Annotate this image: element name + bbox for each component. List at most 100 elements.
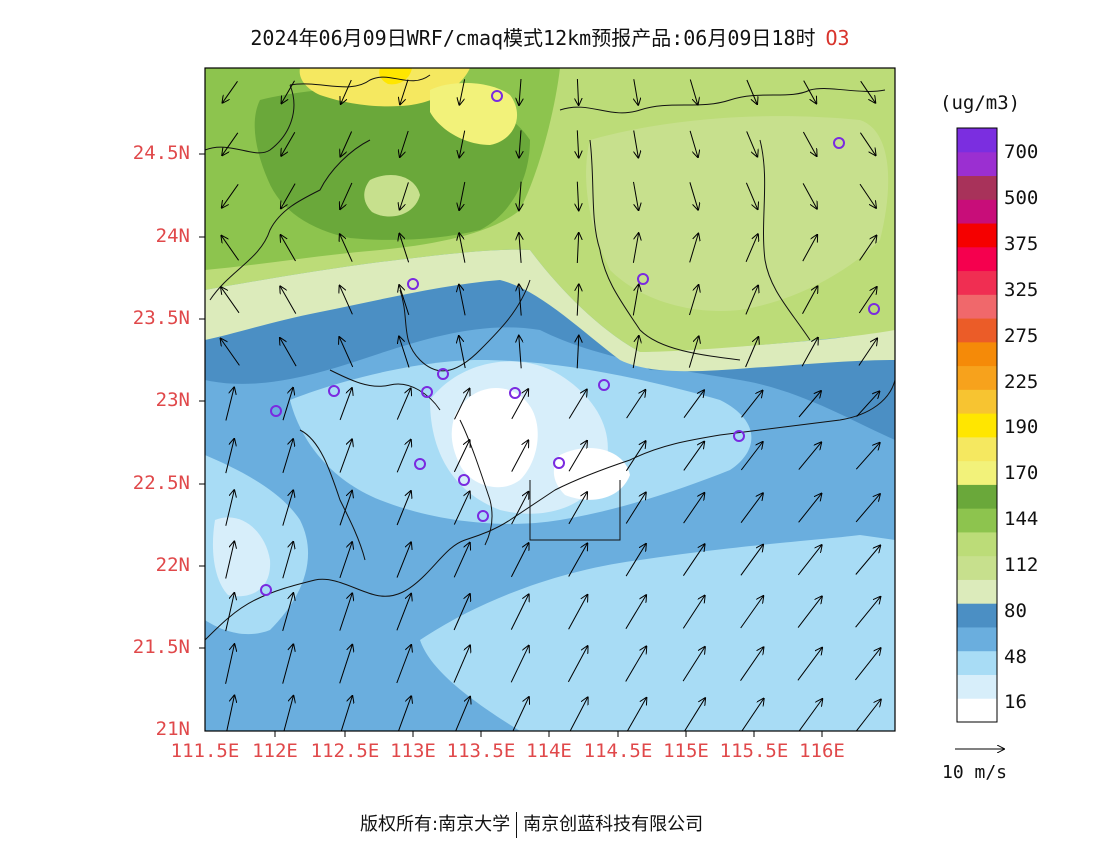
wind-arrow (399, 337, 410, 368)
colorbar-label: 80 (1004, 600, 1027, 622)
station-marker (407, 278, 419, 290)
wind-arrow (280, 286, 297, 314)
wind-arrow (625, 647, 647, 682)
wind-arrow (802, 235, 817, 262)
lon-label: 115E (663, 740, 709, 762)
wind-arrow (459, 285, 466, 316)
lat-label: 22N (155, 554, 190, 576)
wind-arrow (577, 130, 578, 157)
wind-arrow (339, 439, 352, 473)
wind-arrow (519, 181, 521, 211)
footer-owner: 版权所有:南京大学 (360, 814, 511, 835)
wind-arrow (221, 287, 240, 314)
wind-arrow (855, 443, 879, 470)
wind-arrow (455, 697, 470, 731)
wind-arrow (282, 542, 293, 579)
title-text: 2024年06月09日WRF/cmaq模式12km预报产品:06月09日18时 (250, 26, 816, 50)
wind-arrow (399, 234, 410, 263)
wind-arrow (512, 697, 529, 731)
wind-arrow (860, 80, 876, 103)
wind-arrow (797, 596, 822, 628)
wind-arrow (858, 287, 876, 314)
wind-arrow (568, 390, 587, 419)
wind-arrow (859, 183, 876, 208)
lat-label: 23.5N (132, 307, 190, 329)
wind-arrow (567, 646, 587, 683)
wind-arrow (798, 391, 821, 418)
wind-arrow (519, 78, 521, 105)
colorbar-label: 190 (1004, 416, 1039, 438)
wind-arrow (519, 233, 521, 263)
wind-arrow (569, 697, 587, 731)
wind-arrow (339, 388, 352, 421)
station-marker (437, 368, 449, 380)
wind-arrow (339, 337, 354, 368)
wind-arrow (625, 544, 646, 577)
wind-arrow (511, 440, 529, 472)
wind-arrow (683, 442, 704, 471)
station-marker (509, 387, 521, 399)
wind-arrow (282, 388, 293, 421)
wind-arrow (397, 696, 411, 731)
species-label: O3 (825, 26, 850, 50)
colorbar-swatch (957, 674, 997, 699)
wind-arrow (454, 389, 470, 420)
wind-arrow (855, 597, 881, 628)
wind-arrow (399, 285, 410, 316)
wind-arrow (803, 80, 817, 104)
lat-label: 22.5N (132, 472, 190, 494)
wind-arrow (225, 439, 234, 474)
wind-arrow (519, 336, 521, 369)
wind-arrow (745, 182, 757, 209)
wind-arrow (396, 542, 411, 578)
wind-arrow (859, 132, 875, 156)
wind-arrow (396, 594, 411, 631)
wind-arrow (225, 490, 234, 526)
wind-arrow (396, 440, 411, 473)
wind-arrow (340, 131, 353, 157)
wind-arrow (282, 80, 295, 104)
wind-arrow (568, 441, 587, 472)
colorbar-swatch (957, 650, 997, 675)
wind-arrow (689, 285, 699, 316)
wind-arrow (459, 233, 466, 263)
wind-arrow (746, 79, 757, 104)
wind-arrow (453, 645, 470, 683)
lon-label: 114E (526, 740, 572, 762)
wind-arrow (740, 596, 764, 629)
wind-arrow (568, 595, 588, 630)
colorbar-swatch (957, 199, 997, 224)
colorbar-swatch (957, 341, 997, 367)
wind-arrow (577, 336, 579, 369)
wind-arrow (682, 647, 705, 682)
wind-arrow (689, 182, 698, 209)
colorbar-swatch (957, 436, 997, 462)
wind-arrow (684, 698, 705, 731)
station-marker (733, 430, 745, 442)
lat-label: 24.5N (132, 142, 190, 164)
wind-arrow (221, 236, 240, 261)
colorbar-label: 170 (1004, 462, 1039, 484)
wind-arrow (222, 184, 239, 207)
wind-arrow (689, 234, 699, 263)
wind-arrow (798, 699, 823, 731)
lat-label: 23N (155, 389, 190, 411)
wind-arrow (225, 644, 235, 684)
wind-arrow (797, 545, 821, 576)
wind-arrow (400, 79, 409, 105)
station-marker (270, 405, 282, 417)
wind-arrow (510, 646, 529, 683)
station-marker (637, 273, 649, 285)
wind-arrow (453, 440, 469, 473)
wind-arrow (801, 338, 818, 367)
wind-arrow (683, 390, 704, 418)
wind-arrow (740, 493, 763, 523)
colorbar-swatch (957, 365, 997, 390)
colorbar-swatch (957, 508, 997, 533)
wind-arrow (802, 131, 816, 156)
wind-arrow (682, 596, 704, 629)
wind-arrow (396, 491, 411, 526)
wind-arrow (634, 130, 639, 158)
wind-arrow (634, 79, 638, 105)
colorbar-swatch (957, 270, 997, 295)
